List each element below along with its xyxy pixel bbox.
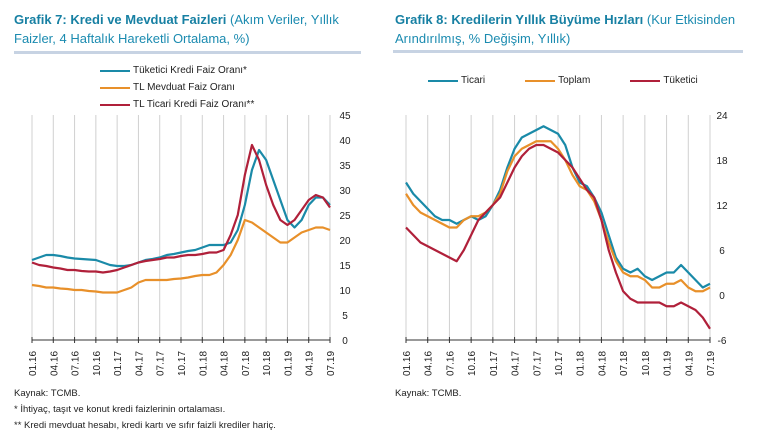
- footnote: * İhtiyaç, taşıt ve konut kredi faizleri…: [14, 404, 226, 415]
- series-line-ticari: [405, 125, 711, 289]
- chart7-plot: 01.16 04.16 07.16 10.16 01.17 04.17 07.17 10.17…: [28, 111, 351, 376]
- legend-item: Tüketici: [630, 72, 698, 89]
- x-tick-label: 01.19: [283, 351, 294, 376]
- x-tick-label: 07.17: [156, 351, 167, 376]
- x-tick-label: 04.19: [684, 351, 695, 376]
- y-tick-label: 35: [339, 161, 351, 172]
- chart8-legend: Ticari Toplam Tüketici: [428, 72, 698, 89]
- x-tick-label: 01.18: [576, 351, 587, 376]
- y-tick-label: 0: [719, 291, 725, 302]
- x-tick-label: 10.16: [92, 351, 103, 376]
- legend-item: Ticari: [428, 72, 485, 89]
- x-tick-label: 07.16: [445, 351, 456, 376]
- chart8-title: Grafik 8: Kredilerin Yıllık Büyüme Hızla…: [395, 12, 736, 46]
- x-tick-label: 07.17: [532, 351, 543, 376]
- series-line-toplam: [405, 140, 711, 293]
- y-tick-label: 20: [339, 236, 351, 247]
- chart7-notes: Kaynak: TCMB. * İhtiyaç, taşıt ve konut …: [14, 386, 276, 434]
- y-tick-label: 0: [342, 336, 348, 347]
- series-line-tüketici-kredi-faiz-oranı-: [31, 148, 331, 268]
- x-tick-label: 01.16: [28, 351, 39, 376]
- y-tick-label: 18: [716, 156, 728, 167]
- series-line-tüketici: [405, 143, 711, 330]
- y-tick-label: 24: [716, 111, 728, 122]
- legend-item: TL Mevduat Faiz Oranı: [100, 79, 254, 96]
- y-tick-label: 10: [339, 286, 351, 297]
- y-tick-label: 45: [339, 111, 351, 122]
- x-tick-label: 04.17: [134, 351, 145, 376]
- chart7-title: Grafik 7: Kredi ve Mevduat Faizleri (Akı…: [14, 12, 339, 46]
- legend-item: Toplam: [525, 72, 590, 89]
- x-tick-label: 01.19: [663, 351, 674, 376]
- chart8-notes: Kaynak: TCMB.: [395, 386, 461, 402]
- chart7-rule: [14, 51, 361, 54]
- x-tick-label: 01.17: [489, 351, 500, 376]
- x-tick-label: 10.17: [177, 351, 188, 376]
- x-tick-label: 04.19: [305, 351, 316, 376]
- x-tick-label: 04.17: [511, 351, 522, 376]
- x-tick-label: 04.18: [597, 351, 608, 376]
- y-tick-label: 12: [716, 201, 728, 212]
- x-tick-label: 01.18: [198, 351, 209, 376]
- x-tick-label: 04.16: [424, 351, 435, 376]
- x-tick-label: 07.16: [71, 351, 82, 376]
- source-note: Kaynak: TCMB.: [395, 388, 462, 399]
- y-tick-label: 6: [719, 246, 725, 257]
- x-tick-label: 01.16: [402, 351, 413, 376]
- y-tick-label: 15: [339, 261, 351, 272]
- y-tick-label: 40: [339, 136, 351, 147]
- y-tick-label: 30: [339, 186, 351, 197]
- x-tick-label: 01.17: [113, 351, 124, 376]
- y-tick-label: 25: [339, 211, 351, 222]
- y-tick-label: -6: [718, 336, 727, 347]
- series-line-tl-ticari-kredi-faiz-oranı-: [31, 143, 331, 274]
- x-tick-label: 07.18: [241, 351, 252, 376]
- x-tick-label: 07.18: [619, 351, 630, 376]
- x-tick-label: 07.19: [706, 351, 717, 376]
- footnote: ** Kredi mevduat hesabı, kredi kartı ve …: [14, 420, 276, 431]
- x-tick-label: 10.17: [554, 351, 565, 376]
- source-note: Kaynak: TCMB.: [14, 388, 81, 399]
- legend-item: Tüketici Kredi Faiz Oranı*: [100, 62, 254, 79]
- chart8-plot: 01.16 04.16 07.16 10.16 01.17 04.17 07.17 10.17…: [402, 111, 728, 376]
- y-tick-label: 5: [342, 311, 348, 322]
- x-tick-label: 04.18: [220, 351, 231, 376]
- series-line-tl-mevduat-faiz-oranı: [31, 218, 331, 294]
- x-tick-label: 10.18: [641, 351, 652, 376]
- chart7-legend: Tüketici Kredi Faiz Oranı* TL Mevduat Fa…: [100, 62, 254, 113]
- x-tick-label: 07.19: [326, 351, 337, 376]
- chart8-rule: [393, 50, 743, 53]
- x-tick-label: 04.16: [49, 351, 60, 376]
- x-tick-label: 10.18: [262, 351, 273, 376]
- legend-item: TL Ticari Kredi Faiz Oranı**: [100, 96, 254, 113]
- x-tick-label: 10.16: [467, 351, 478, 376]
